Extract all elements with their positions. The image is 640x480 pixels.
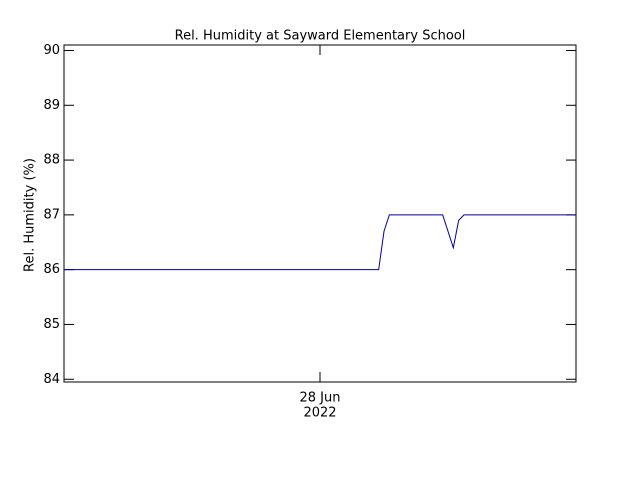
x-tick-sublabel: 2022 [303,406,336,421]
y-tick-label: 85 [43,317,60,332]
chart-title: Rel. Humidity at Sayward Elementary Scho… [175,29,466,44]
y-tick-label: 84 [43,372,60,387]
y-tick-label: 86 [43,262,60,277]
y-tick-label: 87 [43,207,60,222]
y-tick-label: 90 [43,43,60,58]
y-tick-label: 88 [43,153,60,168]
y-tick-label: 89 [43,98,60,113]
x-tick-label: 28 Jun [300,391,341,406]
data-line [64,214,576,271]
plot-frame [63,44,577,383]
y-axis-label: Rel. Humidity (%) [23,158,38,272]
